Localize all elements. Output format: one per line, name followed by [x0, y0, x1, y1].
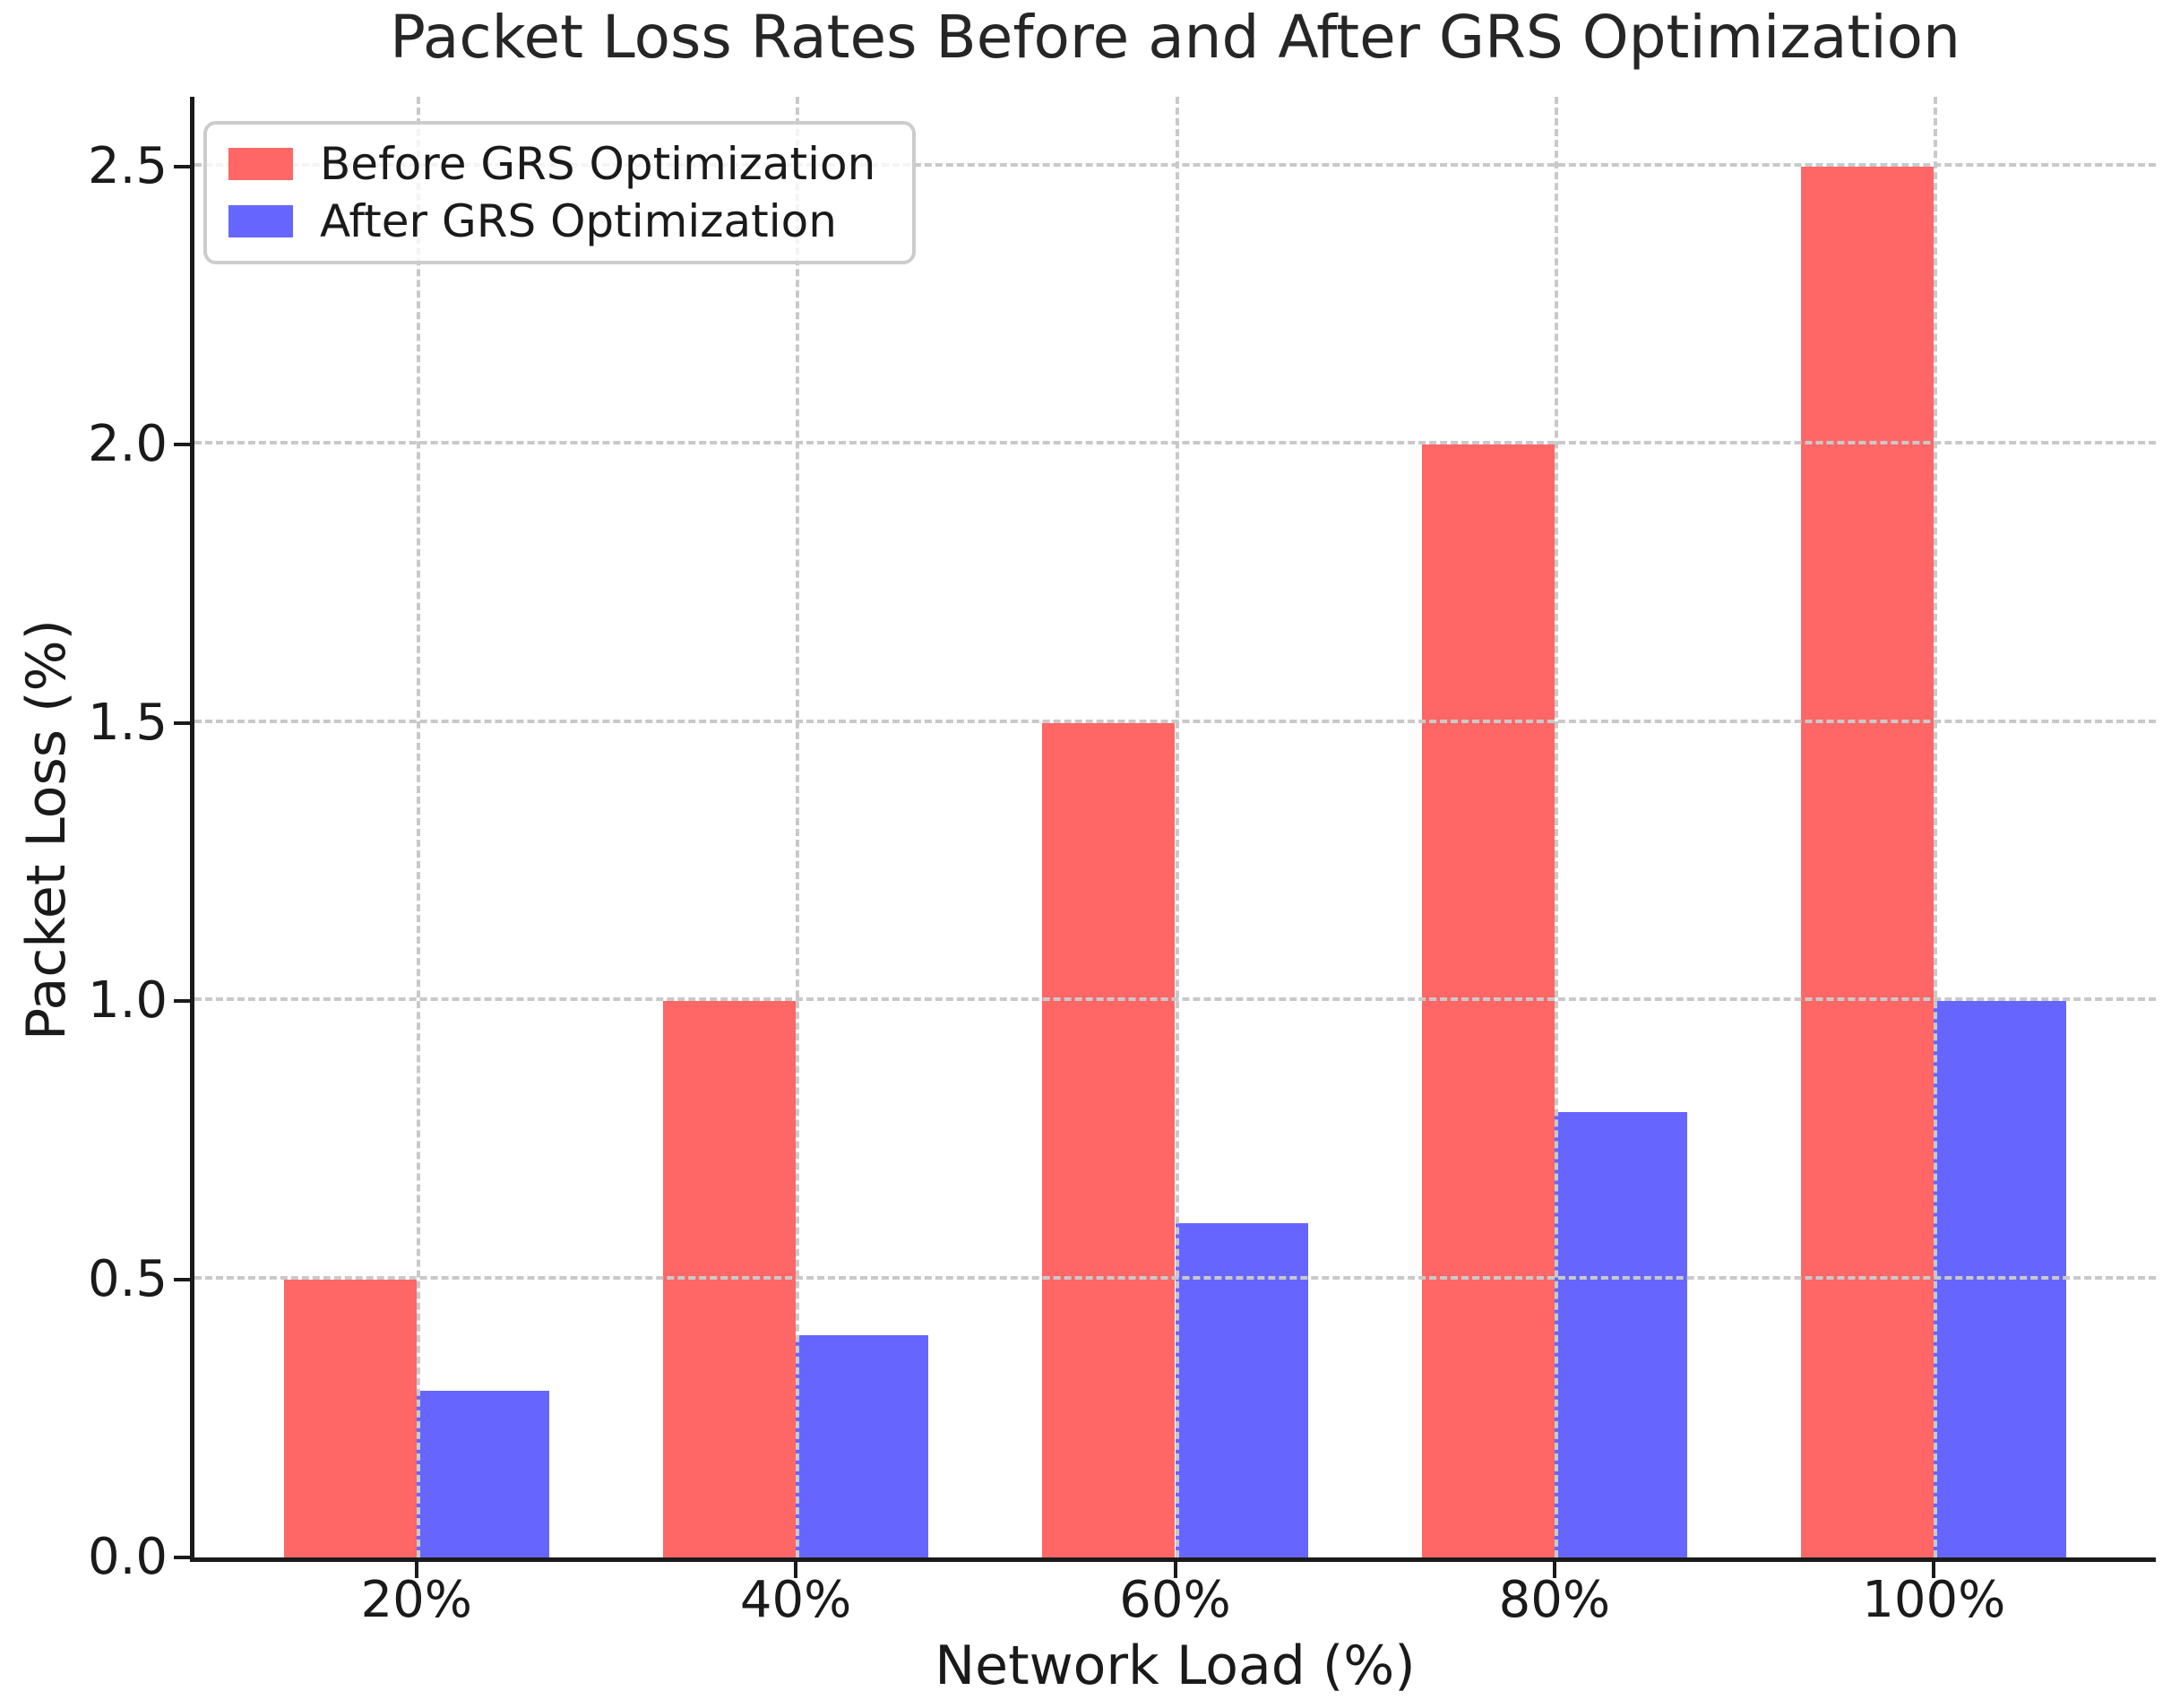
- y-tick-label: 2.0: [87, 415, 168, 474]
- v-gridline: [1554, 97, 1558, 1557]
- y-tick-mark: [174, 443, 190, 447]
- x-tick-label: 40%: [739, 1571, 852, 1629]
- legend-label-after: After GRS Optimization: [320, 194, 837, 247]
- bar-before-20%: [283, 1279, 417, 1557]
- v-gridline: [416, 97, 420, 1557]
- y-tick-mark: [174, 720, 190, 725]
- x-tick-mark: [1932, 1562, 1936, 1578]
- y-tick-mark: [174, 1277, 190, 1281]
- y-tick-label: 1.5: [87, 693, 168, 752]
- y-tick-label: 2.5: [87, 136, 168, 195]
- bar-after-40%: [796, 1334, 929, 1557]
- x-tick-label: 80%: [1498, 1571, 1611, 1629]
- y-tick-mark: [174, 1556, 190, 1559]
- x-tick-mark: [1173, 1562, 1177, 1578]
- x-tick-mark: [794, 1562, 798, 1578]
- y-axis-label: Packet Loss (%): [15, 619, 78, 1040]
- bar-before-60%: [1042, 722, 1176, 1557]
- y-tick-label: 1.0: [87, 971, 168, 1031]
- v-gridline: [796, 97, 800, 1557]
- plot-area: 0.0 0.5 1.0 1.5 2.0 2.5 20% 40% 60% 80% 100%: [88, 97, 2156, 1626]
- x-tick-label: 100%: [1862, 1571, 2006, 1629]
- legend-swatch-before-icon: [228, 148, 293, 181]
- bar-before-100%: [1801, 166, 1934, 1557]
- x-tick-mark: [414, 1562, 418, 1578]
- legend: Before GRS Optimization After GRS Optimi…: [203, 121, 916, 264]
- x-tick-label: 60%: [1119, 1571, 1231, 1629]
- bar-after-100%: [1934, 1001, 2067, 1557]
- legend-label-before: Before GRS Optimization: [320, 138, 876, 191]
- legend-swatch-after-icon: [228, 204, 293, 237]
- y-tick-mark: [174, 999, 190, 1004]
- y-tick-label: 0.5: [87, 1249, 168, 1308]
- v-gridline: [1934, 97, 1938, 1557]
- y-tick-mark: [174, 164, 190, 168]
- y-axis-spine: [190, 97, 194, 1562]
- chart-title: Packet Loss Rates Before and After GRS O…: [390, 3, 1960, 72]
- legend-item-before: Before GRS Optimization: [228, 142, 891, 186]
- x-tick-label: 20%: [360, 1571, 472, 1629]
- legend-item-after: After GRS Optimization: [228, 199, 891, 244]
- bar-after-60%: [1175, 1223, 1308, 1557]
- v-gridline: [1175, 97, 1179, 1557]
- x-axis-label: Network Load (%): [935, 1635, 1416, 1697]
- bar-after-80%: [1554, 1112, 1688, 1557]
- x-axis-spine: [190, 1557, 2156, 1562]
- y-tick-label: 0.0: [87, 1528, 168, 1586]
- bar-before-40%: [662, 1001, 797, 1557]
- x-tick-mark: [1552, 1562, 1556, 1578]
- bar-after-20%: [416, 1390, 549, 1557]
